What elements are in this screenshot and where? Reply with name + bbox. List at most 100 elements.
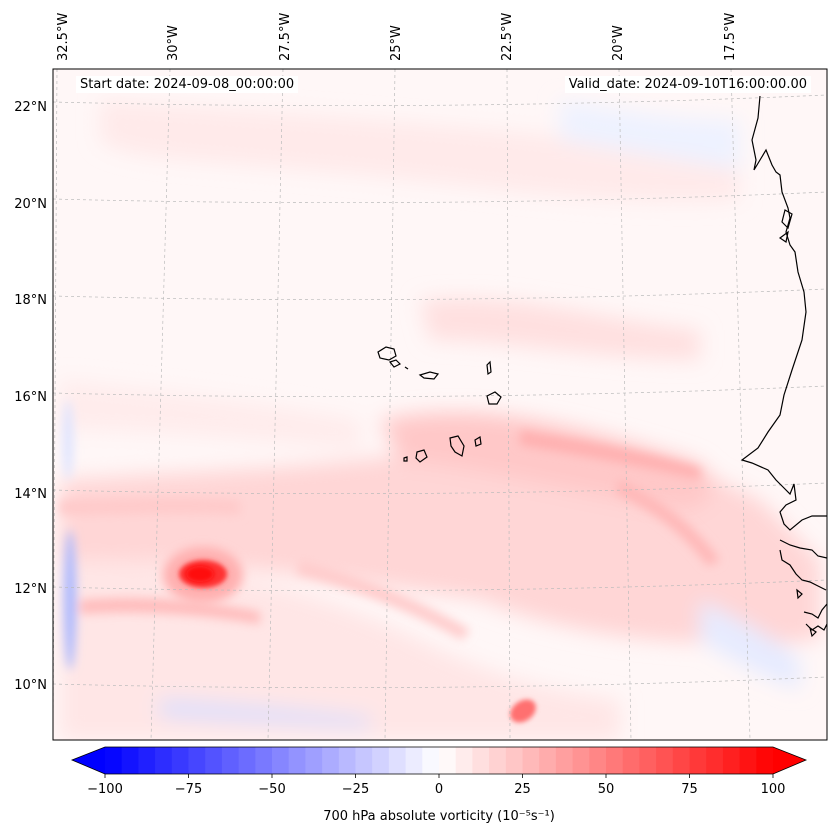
colorbar-tick-label: −100: [87, 782, 123, 797]
meridian-32-5w: [53, 69, 58, 740]
colorbar-step: [639, 747, 657, 774]
lon-label: 20°W: [611, 25, 626, 61]
guinea-bissau-coast: [779, 539, 827, 559]
parallel-16n: [53, 385, 827, 398]
lat-label: 18°N: [14, 293, 47, 308]
island-boa-vista: [486, 391, 502, 405]
colorbar-step: [589, 747, 607, 774]
colorbar-extend-max: [773, 747, 806, 774]
colorbar-extend-min: [72, 747, 105, 774]
vorticity-negative-west-edge-2: [63, 400, 73, 480]
colorbar-step: [439, 747, 457, 774]
colorbar-step: [455, 747, 473, 774]
colorbar-step: [105, 747, 123, 774]
island-sao-nicolau: [418, 371, 440, 380]
vorticity-max-center: [186, 566, 214, 582]
vorticity-maxima: [163, 547, 536, 723]
colorbar-step: [622, 747, 640, 774]
colorbar: −100 −75 −50 −25 0 25 50 75 100 700 hPa absolute…: [70, 746, 808, 824]
vorticity-negative-se: [700, 600, 800, 690]
meridian-30w: [150, 69, 171, 740]
colorbar-tick-label: 0: [435, 782, 443, 797]
start-date-label: Start date: 2024-09-08_00:00:00: [76, 76, 299, 93]
colorbar-step: [288, 747, 306, 774]
lat-label: 12°N: [14, 582, 47, 597]
colorbar-ticks: −100 −75 −50 −25 0 25 50 75 100: [87, 774, 785, 797]
colorbar-step: [272, 747, 290, 774]
colorbar-step: [572, 747, 590, 774]
colorbar-step: [171, 747, 190, 774]
lon-label: 27.5°W: [278, 13, 293, 61]
meridian-25w: [384, 69, 396, 740]
colorbar-step: [221, 747, 240, 774]
colorbar-step: [606, 747, 624, 774]
colorbar-step: [338, 747, 357, 774]
lat-label: 14°N: [14, 487, 47, 502]
colorbar-tick-label: −25: [342, 782, 369, 797]
map-frame: [52, 68, 828, 741]
latitude-labels: 22°N 20°N 18°N 16°N 14°N 12°N 10°N: [14, 100, 47, 693]
island-santo-antao: [377, 346, 397, 361]
lat-label: 20°N: [14, 197, 47, 212]
colorbar-step: [672, 747, 691, 774]
colorbar-step: [706, 747, 724, 774]
meridian-20w: [618, 69, 632, 740]
valid-date-label: Valid_date: 2024-09-10T16:00:00.00: [564, 76, 811, 93]
colorbar-step: [505, 747, 524, 774]
colorbar-step: [355, 747, 373, 774]
colorbar-tick-label: 50: [598, 782, 615, 797]
vorticity-negative-south-band: [160, 700, 370, 728]
guinea-coast: [779, 549, 827, 591]
colorbar-tick-label: 100: [761, 782, 786, 797]
colorbar-step: [255, 747, 273, 774]
vorticity-streak-4: [520, 430, 700, 480]
island-maio: [474, 436, 482, 447]
vorticity-negative-ne: [560, 100, 740, 170]
colorbar-step: [305, 747, 323, 774]
lon-label: 25°W: [389, 25, 404, 61]
vorticity-band-north: [420, 297, 700, 360]
longitude-labels: 32.5°W 30°W 27.5°W 25°W 22.5°W 20°W 17.5…: [56, 13, 738, 61]
colorbar-step: [422, 747, 440, 774]
colorbar-steps: [105, 747, 774, 774]
parallel-18n: [53, 288, 827, 301]
colorbar-tick-label: −75: [175, 782, 202, 797]
colorbar-step: [489, 747, 507, 774]
vorticity-streak-5: [615, 480, 720, 566]
sierra-coast: [803, 603, 827, 619]
colorbar-step: [138, 747, 156, 774]
colorbar-step: [238, 747, 256, 774]
vorticity-streak-1: [60, 497, 240, 515]
map-panel: [53, 69, 827, 740]
colorbar-step: [188, 747, 206, 774]
parallel-14n: [53, 482, 827, 495]
lat-label: 16°N: [14, 390, 47, 405]
coastlines: [377, 95, 827, 638]
colorbar-step: [555, 747, 574, 774]
vorticity-negative-west-edge: [64, 530, 76, 670]
island-fogo: [415, 449, 428, 463]
parallel-20n: [53, 191, 827, 204]
parallel-12n: [53, 579, 827, 592]
lon-label: 32.5°W: [56, 13, 71, 61]
colorbar-tick-label: −50: [258, 782, 285, 797]
vorticity-band-mid: [60, 380, 360, 450]
parallel-22n: [53, 94, 827, 107]
colorbar-step: [756, 747, 774, 774]
colorbar-tick-label: 75: [681, 782, 698, 797]
island-sal: [486, 360, 492, 376]
lon-label: 17.5°W: [723, 13, 738, 61]
parallel-10n: [53, 676, 827, 689]
meridian-27-5w: [267, 69, 284, 740]
colorbar-tick-label: 25: [514, 782, 531, 797]
island-santiago: [449, 435, 465, 457]
colorbar-step: [155, 747, 173, 774]
colorbar-step: [539, 747, 557, 774]
colorbar-step: [656, 747, 674, 774]
island-brava: [403, 456, 408, 462]
lat-label: 10°N: [14, 678, 47, 693]
gridlines: [53, 69, 827, 740]
colorbar-step: [388, 747, 407, 774]
lat-label: 22°N: [14, 100, 47, 115]
